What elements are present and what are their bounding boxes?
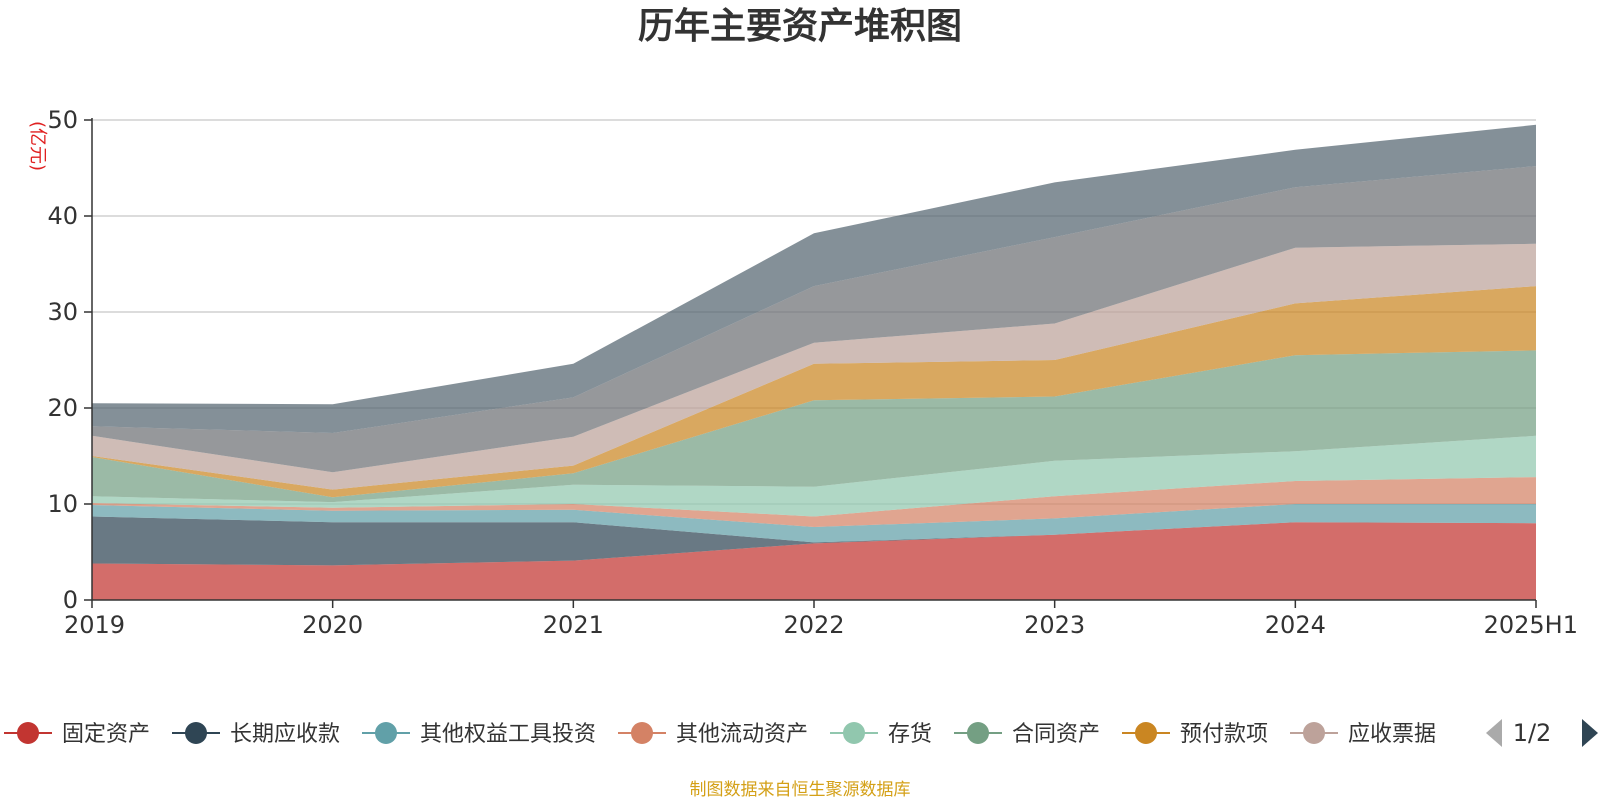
legend-label: 其他流动资产	[676, 722, 808, 747]
legend-label: 其他权益工具投资	[420, 722, 596, 747]
legend-items: 固定资产 长期应收款 其他权益工具投资 其他流动资产 存货 合同资产 预付款项 应收票据	[4, 722, 1436, 747]
legend-item-5[interactable]: 存货	[830, 722, 932, 747]
area-10	[92, 124, 1536, 434]
area-9	[92, 166, 1536, 473]
area-2	[92, 516, 1536, 566]
area-3	[92, 504, 1536, 543]
legend-marker	[631, 722, 653, 744]
legend-marker	[1303, 722, 1325, 744]
legend-marker	[375, 722, 397, 744]
legend-item-3[interactable]: 其他权益工具投资	[362, 722, 596, 747]
area-1	[92, 522, 1536, 600]
legend-label: 固定资产	[62, 722, 150, 747]
x-tick-label: 2025H1	[1484, 611, 1578, 639]
x-tick-label: 2023	[1024, 611, 1085, 639]
area-5	[92, 435, 1536, 517]
legend-marker	[1135, 722, 1157, 744]
legend-item-4[interactable]: 其他流动资产	[618, 722, 808, 747]
x-tick-label: 2019	[64, 611, 125, 639]
legend-label: 应收票据	[1348, 722, 1436, 747]
legend-marker	[185, 722, 207, 744]
chart-title: 历年主要资产堆积图	[638, 6, 962, 47]
legend-page-indicator: 1/2	[1513, 719, 1552, 747]
legend-item-7[interactable]: 预付款项	[1122, 722, 1268, 747]
y-tick-label: 50	[47, 106, 78, 134]
y-tick-label: 30	[47, 298, 78, 326]
legend-item-6[interactable]: 合同资产	[954, 722, 1100, 747]
legend-marker	[967, 722, 989, 744]
x-tick-label: 2022	[783, 611, 844, 639]
area-7	[92, 286, 1536, 498]
y-tick-label: 40	[47, 202, 78, 230]
area-6	[92, 350, 1536, 503]
legend-label: 存货	[888, 722, 932, 747]
legend-label: 预付款项	[1180, 722, 1268, 747]
y-axis-unit-label: (亿元)	[27, 121, 48, 171]
legend-next-page-icon[interactable]	[1582, 719, 1598, 747]
legend[interactable]: 固定资产 长期应收款 其他权益工具投资 其他流动资产 存货 合同资产 预付款项 应收票据 1/2	[4, 719, 1598, 747]
area-8	[92, 243, 1536, 490]
legend-label: 长期应收款	[230, 722, 340, 747]
legend-item-8[interactable]: 应收票据	[1290, 722, 1436, 747]
data-source-note: 制图数据来自恒生聚源数据库	[690, 780, 911, 800]
y-tick-label: 20	[47, 394, 78, 422]
area-series	[92, 124, 1536, 600]
legend-label: 合同资产	[1012, 722, 1100, 747]
legend-item-2[interactable]: 长期应收款	[172, 722, 340, 747]
x-tick-label: 2021	[543, 611, 604, 639]
y-tick-label: 0	[63, 586, 78, 614]
legend-marker	[17, 722, 39, 744]
legend-prev-page-icon[interactable]	[1486, 719, 1502, 747]
y-tick-label: 10	[47, 490, 78, 518]
legend-marker	[843, 722, 865, 744]
x-tick-label: 2024	[1265, 611, 1326, 639]
x-tick-label: 2020	[302, 611, 363, 639]
area-4	[92, 477, 1536, 527]
legend-item-1[interactable]: 固定资产	[4, 722, 150, 747]
axes: 0 10 20 30 40 50 2019 2020 2021 2022 2023 2024 2025H…	[47, 106, 1578, 639]
